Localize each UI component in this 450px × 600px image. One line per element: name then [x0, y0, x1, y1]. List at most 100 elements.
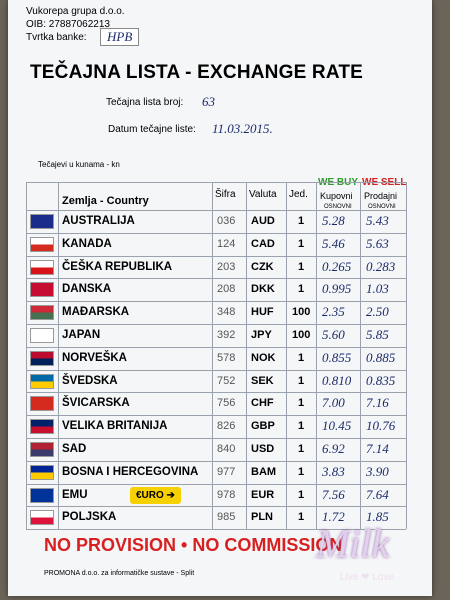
flag — [30, 419, 54, 435]
flag — [30, 396, 54, 412]
table-border — [58, 182, 59, 530]
row-line — [26, 210, 406, 211]
unit: 100 — [292, 329, 311, 341]
euro-badge: €URO ➔ — [130, 486, 181, 504]
banner: NO PROVISION • NO COMMISSION — [44, 535, 343, 555]
unit: 1 — [298, 420, 305, 433]
table-border — [316, 182, 317, 530]
sell-rate: 0.885 — [366, 349, 396, 365]
row-line — [26, 392, 406, 394]
flag — [30, 282, 54, 298]
sell-rate: 7.16 — [366, 395, 389, 411]
row-line — [26, 232, 406, 234]
code: 985 — [217, 511, 236, 524]
code: 124 — [217, 237, 236, 250]
buy-rate: 2.35 — [322, 304, 345, 320]
code: 840 — [217, 443, 236, 455]
country: JAPAN — [62, 329, 101, 341]
flag — [30, 305, 54, 321]
currency: NOK — [251, 351, 276, 364]
sell-rate: 1.85 — [366, 509, 389, 525]
col-buy-sub: OSNOVNI — [324, 204, 352, 210]
row-line — [26, 369, 406, 371]
country: BOSNA I HERCEGOVINA — [62, 465, 199, 478]
buy-rate: 3.83 — [322, 463, 345, 479]
date-value: 11.03.2015. — [212, 121, 273, 136]
unit: 1 — [298, 260, 305, 273]
unit: 1 — [298, 488, 305, 501]
buy-rate: 10.45 — [322, 418, 352, 434]
row-line — [26, 483, 406, 485]
date-label: Datum tečajne liste: — [108, 124, 196, 135]
currency: BAM — [251, 465, 277, 478]
table-border — [26, 182, 27, 530]
table-border — [246, 182, 247, 530]
code: 036 — [217, 215, 236, 227]
unit: 1 — [298, 397, 305, 410]
flag — [30, 350, 54, 366]
unit: 1 — [298, 283, 305, 296]
country: NORVEŠKA — [62, 351, 127, 364]
currency: SEK — [251, 374, 274, 387]
row-line — [26, 278, 406, 280]
list-number-value: 63 — [202, 94, 215, 109]
buy-rate: 0.265 — [322, 258, 352, 274]
table-border — [406, 182, 407, 530]
unit: 1 — [298, 237, 305, 250]
unit: 1 — [298, 374, 305, 387]
sell-rate: 10.76 — [366, 418, 396, 434]
row-line — [26, 506, 406, 508]
col-country: Zemlja - Country — [62, 195, 149, 207]
sell-rate: 1.03 — [366, 281, 389, 297]
currency: EUR — [251, 488, 275, 501]
sell-rate: 2.50 — [366, 304, 389, 320]
buy-rate: 6.92 — [322, 441, 345, 456]
buy-rate: 0.810 — [322, 372, 352, 388]
country: MAĐARSKA — [62, 306, 130, 319]
unit: 100 — [292, 306, 311, 319]
country: VELIKA BRITANIJA — [62, 420, 168, 433]
currency: CZK — [251, 260, 274, 273]
code: 826 — [217, 420, 236, 433]
country: AUSTRALIJA — [62, 215, 135, 227]
code: 752 — [217, 374, 236, 387]
flag — [30, 510, 54, 526]
currency: JPY — [251, 329, 272, 341]
row-line — [26, 438, 406, 439]
bank-label: Tvrtka banke: — [26, 32, 87, 43]
unit: 1 — [298, 351, 305, 364]
country: POLJSKA — [62, 511, 117, 524]
col-code: Šifra — [215, 189, 236, 200]
code: 203 — [217, 260, 236, 273]
sell-rate: 5.85 — [366, 327, 389, 342]
country: EMU — [62, 488, 88, 501]
currency: CAD — [251, 237, 275, 250]
code: 977 — [217, 465, 236, 478]
table-border — [286, 182, 287, 530]
watermark-tagline: Live ❤ Love — [340, 572, 394, 583]
row-line — [26, 529, 406, 531]
currency-note: Tečajevi u kunama - kn — [38, 160, 120, 169]
buy-rate: 5.46 — [322, 235, 345, 251]
flag — [30, 487, 54, 503]
flag — [30, 464, 54, 480]
flag — [30, 259, 54, 275]
country: DANSKA — [62, 283, 112, 296]
unit: 1 — [298, 465, 305, 478]
table-border — [360, 182, 361, 530]
sell-rate: 5.43 — [366, 213, 389, 228]
sell-rate: 3.90 — [366, 463, 389, 479]
sell-rate: 0.835 — [366, 372, 396, 388]
country: SAD — [62, 443, 87, 455]
watermark-name: Milk — [316, 521, 390, 566]
currency: HUF — [251, 306, 274, 319]
buy-rate: 1.72 — [322, 509, 345, 525]
row-line — [26, 346, 406, 348]
row-line — [26, 301, 406, 303]
country: ČEŠKA REPUBLIKA — [62, 260, 173, 273]
code: 756 — [217, 397, 236, 410]
flag — [30, 442, 54, 457]
row-line — [26, 415, 406, 417]
code: 578 — [217, 351, 236, 364]
